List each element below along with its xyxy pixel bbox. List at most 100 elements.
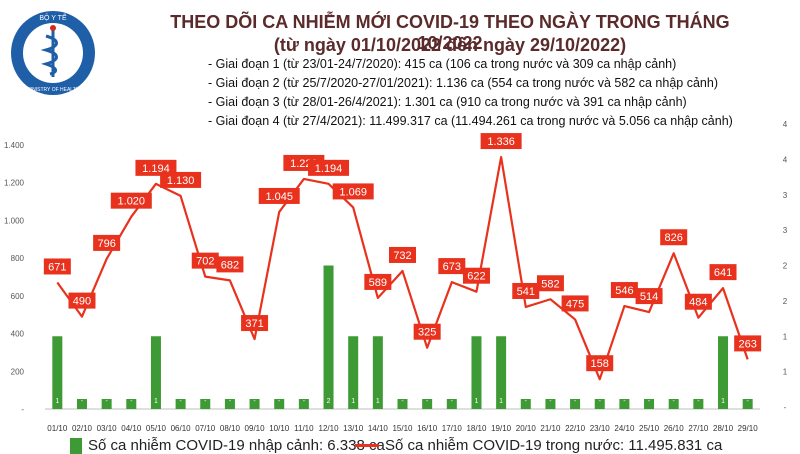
bar (693, 399, 704, 409)
bar (175, 399, 186, 409)
line-data-label-box (68, 292, 96, 309)
bar (520, 399, 531, 409)
bar (52, 336, 63, 409)
x-tick-label: 28/10 (713, 424, 734, 433)
x-tick-label: 23/10 (590, 424, 611, 433)
domestic-cases-line (56, 155, 749, 381)
x-tick-label: 15/10 (392, 424, 413, 433)
y-left-tick-label: 600 (11, 292, 25, 301)
bar-data-label: 1 (499, 398, 503, 405)
bar (298, 399, 309, 409)
x-tick-label: 07/10 (195, 424, 216, 433)
line-data-label: 371 (245, 318, 263, 330)
line-data-label: 671 (48, 261, 66, 273)
bar-data-label: - (179, 398, 182, 405)
x-tick-label: 11/10 (294, 424, 314, 433)
line-data-label-box (561, 295, 589, 312)
x-tick-label: 22/10 (565, 424, 586, 433)
x-tick-label: 04/10 (121, 424, 142, 433)
legend-domestic-cases: Số ca nhiễm COVID-19 trong nước: 11.495.… (355, 437, 722, 454)
bar-data-label: - (525, 398, 528, 405)
line-data-label-box (586, 355, 614, 372)
bar (644, 399, 655, 409)
line-data-label: 641 (714, 267, 732, 279)
line-data-label-box (216, 256, 244, 273)
ministry-of-health-logo: BỘ Y TẾ MINISTRY OF HEALTH (11, 11, 95, 95)
bar (742, 399, 753, 409)
page-title: THEO DÕI CA NHIỄM MỚI COVID-19 THEO NGÀY… (170, 12, 730, 53)
line-data-label-box (610, 282, 638, 299)
bar-data-label: - (426, 398, 429, 405)
y-right-tick-label: 1 (783, 368, 788, 377)
line-data-label-box (160, 171, 202, 188)
x-tick-label: 13/10 (343, 424, 364, 433)
bar-data-label: 1 (351, 398, 355, 405)
line-data-label: 158 (591, 358, 609, 370)
line-data-label-box (413, 323, 441, 340)
x-tick-label: 09/10 (245, 424, 266, 433)
x-tick-label: 19/10 (491, 424, 512, 433)
logo-text-bottom: MINISTRY OF HEALTH (27, 87, 80, 93)
bar (126, 399, 137, 409)
line-data-label-box (110, 192, 152, 209)
line-data-label-box (660, 229, 688, 246)
line-data-label: 1.045 (265, 191, 293, 203)
x-tick-label: 27/10 (688, 424, 709, 433)
y-left-tick-label: 1.200 (4, 179, 25, 188)
y-left-tick-label: 1.400 (4, 141, 25, 150)
bar-data-label: - (204, 398, 207, 405)
x-tick-label: 17/10 (442, 424, 463, 433)
bar-data-label: - (648, 398, 651, 405)
x-tick-label: 02/10 (72, 424, 93, 433)
legend-imported-cases: Số ca nhiễm COVID-19 nhập cảnh: 6.338 ca (70, 437, 385, 454)
line-data-label-box (241, 315, 269, 332)
bar-data-label: - (401, 398, 404, 405)
line-data-label: 1.020 (118, 196, 146, 208)
bar (101, 399, 112, 409)
bar (372, 336, 383, 409)
line-data-label-box (135, 159, 177, 176)
logo-serpent (40, 34, 58, 76)
line-data-label: 826 (665, 232, 683, 244)
y-left-tick-label: - (21, 405, 24, 414)
bar-data-label: - (130, 398, 133, 405)
phase-4-summary: - Giai đoạn 4 (từ 27/4/2021): 11.499.317… (208, 114, 733, 128)
line-data-label: 541 (517, 286, 535, 298)
y-left-tick-label: 800 (11, 254, 25, 263)
line-data-label-box (43, 258, 71, 275)
x-tick-label: 16/10 (417, 424, 438, 433)
line-data-label: 582 (541, 278, 559, 290)
x-tick-label: 08/10 (220, 424, 241, 433)
bar (323, 265, 334, 409)
y-right-tick-label: 4 (783, 120, 788, 129)
bar-data-label: - (599, 398, 602, 405)
bar-data-label: - (303, 398, 306, 405)
bar-data-label: - (105, 398, 108, 405)
line-data-label: 702 (196, 256, 214, 268)
bar-data-label: - (623, 398, 626, 405)
line-data-label-box (709, 264, 737, 281)
bar (496, 336, 507, 409)
x-tick-label: 03/10 (97, 424, 118, 433)
bar (619, 399, 630, 409)
x-tick-label: 24/10 (614, 424, 635, 433)
bar (718, 336, 729, 409)
bar (594, 399, 605, 409)
line-data-label-box (480, 133, 522, 150)
y-right-tick-label: 3 (783, 191, 788, 200)
x-tick-label: 06/10 (171, 424, 192, 433)
line-data-label-box (635, 288, 663, 305)
line-data-label: 1.194 (142, 163, 170, 175)
x-tick-label: 12/10 (319, 424, 340, 433)
legend-line-swatch (355, 444, 379, 447)
legend-bar-label: Số ca nhiễm COVID-19 nhập cảnh: 6.338 ca (88, 437, 385, 454)
bar (200, 399, 211, 409)
line-data-label: 484 (689, 297, 707, 309)
bar (471, 336, 482, 409)
bar (545, 399, 556, 409)
y-right-tick-label: 1 (783, 332, 788, 341)
line-data-label: 732 (393, 250, 411, 262)
line-data-label-box (438, 258, 466, 275)
y-right-tick-label: 4 (783, 155, 788, 164)
